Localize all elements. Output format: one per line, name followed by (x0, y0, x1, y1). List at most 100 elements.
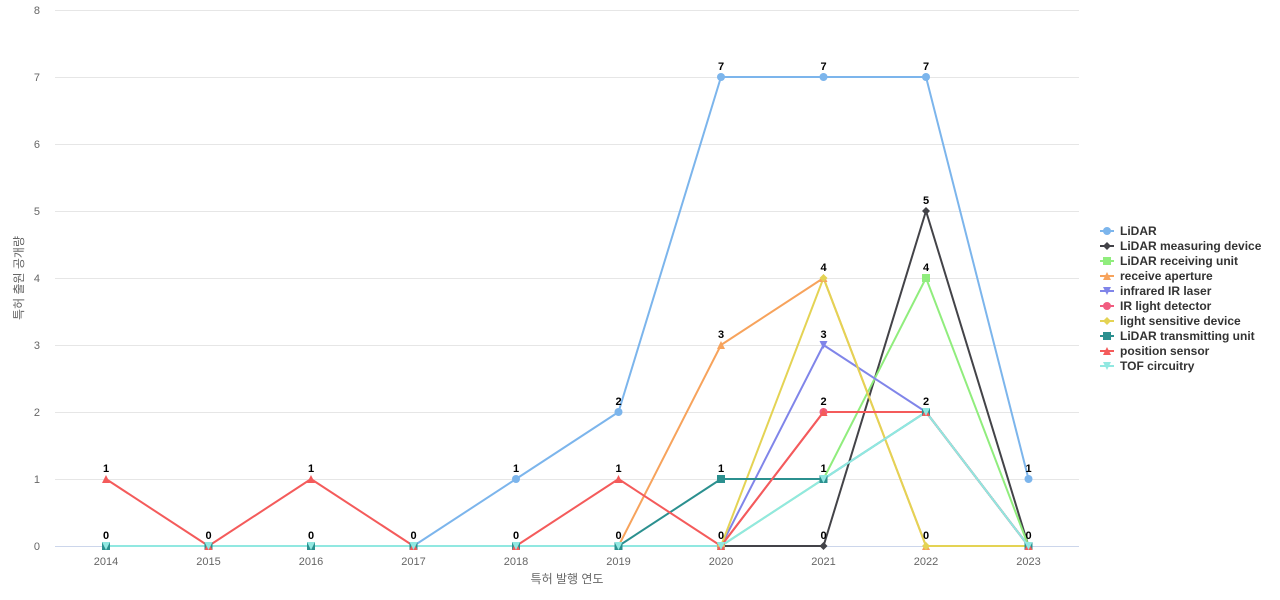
x-tick-label: 2021 (811, 556, 835, 568)
legend-item[interactable]: light sensitive device (1100, 314, 1241, 328)
series-line (105, 411, 1030, 547)
data-label: 0 (1025, 530, 1031, 542)
series-line (105, 76, 1030, 547)
data-point (819, 542, 828, 550)
legend-label: light sensitive device (1120, 314, 1241, 328)
data-point (307, 475, 315, 483)
data-label: 2 (820, 396, 826, 408)
legend-marker (1103, 302, 1111, 310)
legend-label: receive aperture (1120, 269, 1213, 283)
data-label: 1 (1025, 463, 1031, 475)
legend-label: IR light detector (1120, 299, 1212, 313)
data-label: 2 (923, 396, 929, 408)
y-tick-label: 8 (34, 5, 40, 17)
data-label: 0 (513, 530, 519, 542)
y-tick-label: 0 (34, 541, 40, 553)
legend-label: LiDAR measuring device (1120, 239, 1262, 253)
data-point (614, 408, 623, 416)
data-point (512, 542, 520, 550)
data-label: 0 (308, 530, 314, 542)
x-tick-label: 2019 (606, 556, 630, 568)
data-label: 0 (410, 530, 416, 542)
legend-marker (1103, 257, 1111, 265)
data-label: 0 (923, 530, 929, 542)
data-point (307, 542, 315, 550)
data-point (204, 542, 213, 550)
data-label: 7 (718, 61, 724, 73)
legend-item[interactable]: LiDAR (1100, 224, 1157, 238)
data-label: 0 (205, 530, 211, 542)
x-tick-label: 2022 (914, 556, 938, 568)
legend-marker (1103, 287, 1111, 295)
data-label: 0 (718, 530, 724, 542)
data-point (922, 73, 930, 81)
data-point (1024, 542, 1033, 550)
data-label: 4 (820, 262, 827, 274)
data-point (922, 408, 930, 416)
y-tick-label: 7 (34, 72, 40, 84)
data-point (717, 73, 725, 81)
x-tick-label: 2014 (94, 556, 118, 568)
grid-lines (55, 10, 1079, 480)
data-label: 3 (820, 329, 826, 341)
y-tick-label: 5 (34, 206, 40, 218)
legend-item[interactable]: infrared IR laser (1100, 284, 1212, 298)
data-point (717, 341, 725, 349)
legend-item[interactable]: position sensor (1100, 344, 1210, 358)
y-axis-title: 특허 출원 공개량 (12, 236, 26, 320)
x-axis-ticks: 2014 2015 2016 2017 2018 2019 2020 2021 2022 2023 (94, 556, 1041, 568)
data-point (614, 475, 623, 483)
data-label: 1 (718, 463, 724, 475)
legend-label: infrared IR laser (1120, 284, 1212, 298)
data-label: 0 (103, 530, 109, 542)
series-markers (102, 73, 1033, 550)
legend-marker (1103, 242, 1111, 250)
x-tick-label: 2020 (709, 556, 733, 568)
legend-marker (1103, 272, 1111, 280)
legend-label: position sensor (1120, 344, 1210, 358)
data-label: 4 (923, 262, 930, 274)
x-tick-label: 2016 (299, 556, 323, 568)
x-tick-label: 2017 (401, 556, 425, 568)
data-point (819, 408, 828, 416)
data-label: 5 (923, 195, 929, 207)
data-point (409, 542, 418, 550)
data-label: 1 (513, 463, 519, 475)
legend-marker (1103, 347, 1111, 355)
data-point (102, 475, 110, 483)
data-label: 0 (615, 530, 621, 542)
data-point (717, 475, 725, 483)
data-label: 1 (615, 463, 621, 475)
series-line (105, 210, 1030, 547)
y-tick-label: 3 (34, 340, 40, 352)
legend-item[interactable]: IR light detector (1100, 299, 1212, 313)
data-label: 1 (820, 463, 826, 475)
legend-item[interactable]: LiDAR transmitting unit (1100, 329, 1255, 343)
legend-item[interactable]: TOF circuitry (1100, 359, 1195, 373)
data-point (717, 542, 725, 550)
data-point (512, 475, 520, 483)
legend-marker (1103, 362, 1111, 370)
series-lines (105, 76, 1030, 547)
data-point (922, 542, 930, 550)
y-tick-label: 1 (34, 474, 40, 486)
legend-label: TOF circuitry (1120, 359, 1195, 373)
legend-item[interactable]: receive aperture (1100, 269, 1213, 283)
legend-item[interactable]: LiDAR measuring device (1100, 239, 1262, 253)
series-line (105, 411, 1030, 547)
data-point (614, 542, 623, 550)
y-tick-label: 2 (34, 407, 40, 419)
data-label: 1 (103, 463, 109, 475)
legend-item[interactable]: LiDAR receiving unit (1100, 254, 1238, 268)
x-tick-label: 2018 (504, 556, 528, 568)
data-point (819, 475, 828, 483)
data-label: 0 (820, 530, 826, 542)
legend-marker (1103, 317, 1111, 325)
legend-marker (1103, 332, 1111, 340)
data-label: 7 (820, 61, 826, 73)
data-point (819, 341, 828, 349)
data-label: 1 (308, 463, 314, 475)
